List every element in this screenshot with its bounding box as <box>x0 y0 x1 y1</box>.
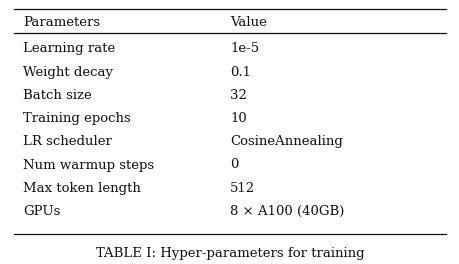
Text: Value: Value <box>230 16 266 29</box>
Text: CosineAnnealing: CosineAnnealing <box>230 135 342 148</box>
Text: Batch size: Batch size <box>23 89 91 102</box>
Text: Training epochs: Training epochs <box>23 112 130 125</box>
Text: TABLE I: Hyper-parameters for training: TABLE I: Hyper-parameters for training <box>95 247 364 260</box>
Text: 10: 10 <box>230 112 246 125</box>
Text: 1e-5: 1e-5 <box>230 42 258 55</box>
Text: 0.1: 0.1 <box>230 65 251 79</box>
Text: LR scheduler: LR scheduler <box>23 135 112 148</box>
Text: Learning rate: Learning rate <box>23 42 115 55</box>
Text: 8 × A100 (40GB): 8 × A100 (40GB) <box>230 205 344 218</box>
Text: Max token length: Max token length <box>23 182 140 195</box>
Text: 32: 32 <box>230 89 246 102</box>
Text: Num warmup steps: Num warmup steps <box>23 158 154 172</box>
Text: 512: 512 <box>230 182 255 195</box>
Text: Parameters: Parameters <box>23 16 100 29</box>
Text: 0: 0 <box>230 158 238 172</box>
Text: GPUs: GPUs <box>23 205 60 218</box>
Text: Weight decay: Weight decay <box>23 65 113 79</box>
